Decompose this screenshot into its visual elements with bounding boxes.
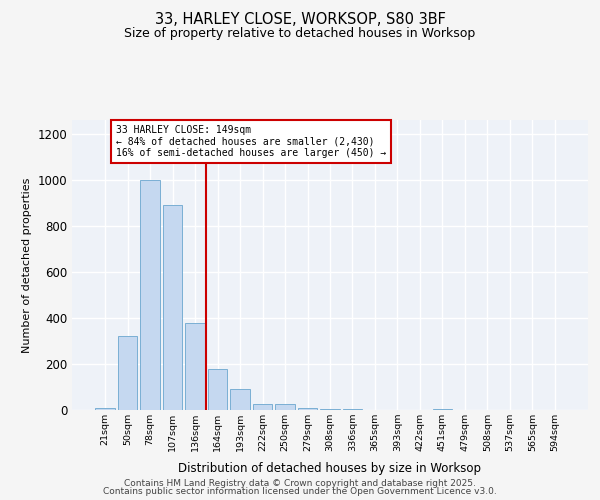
X-axis label: Distribution of detached houses by size in Worksop: Distribution of detached houses by size …: [179, 462, 482, 475]
Bar: [298, 408, 317, 410]
Text: 33 HARLEY CLOSE: 149sqm
← 84% of detached houses are smaller (2,430)
16% of semi: 33 HARLEY CLOSE: 149sqm ← 84% of detache…: [116, 124, 386, 158]
Bar: [320, 409, 340, 410]
Bar: [118, 336, 137, 410]
Bar: [185, 322, 205, 410]
Text: 33, HARLEY CLOSE, WORKSOP, S80 3BF: 33, HARLEY CLOSE, WORKSOP, S80 3BF: [155, 12, 445, 28]
Bar: [140, 180, 160, 410]
Bar: [163, 205, 182, 410]
Bar: [433, 409, 452, 410]
Bar: [343, 409, 362, 410]
Text: Contains public sector information licensed under the Open Government Licence v3: Contains public sector information licen…: [103, 487, 497, 496]
Bar: [275, 404, 295, 410]
Bar: [253, 404, 272, 410]
Text: Size of property relative to detached houses in Worksop: Size of property relative to detached ho…: [124, 28, 476, 40]
Y-axis label: Number of detached properties: Number of detached properties: [22, 178, 32, 352]
Bar: [208, 368, 227, 410]
Bar: [95, 408, 115, 410]
Text: Contains HM Land Registry data © Crown copyright and database right 2025.: Contains HM Land Registry data © Crown c…: [124, 478, 476, 488]
Bar: [230, 390, 250, 410]
